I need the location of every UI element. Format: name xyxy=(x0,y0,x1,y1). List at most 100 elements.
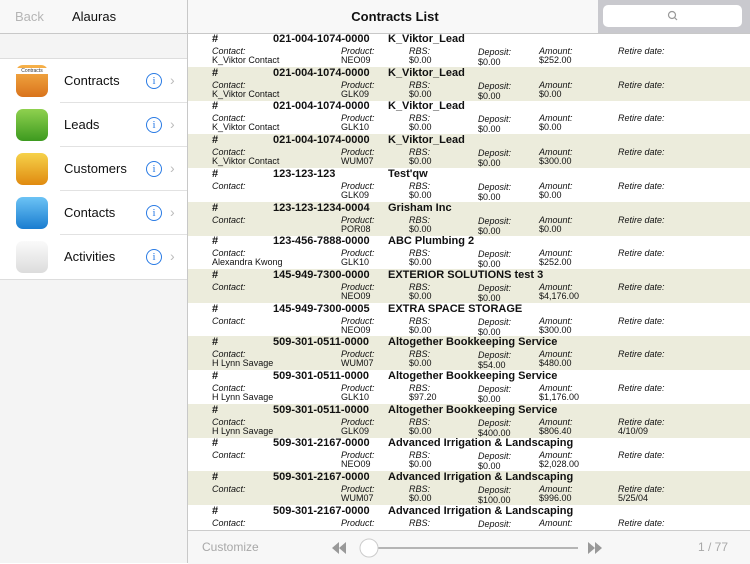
contract-row[interactable]: #509-301-0511-0000 Altogether Bookkeeping… xyxy=(188,370,750,404)
rbs-label: RBS: xyxy=(409,46,431,56)
menu-icon xyxy=(16,109,48,141)
product-value: GLK09 xyxy=(341,189,370,200)
contact-label: Contact: xyxy=(212,450,246,461)
rbs-value: $0.00 xyxy=(409,425,432,436)
info-button[interactable]: i xyxy=(146,117,162,133)
deposit-value: $0.00 xyxy=(478,292,501,303)
menu-item[interactable]: Contacts i › xyxy=(0,191,187,235)
retire-label: Retire date: xyxy=(618,248,665,259)
contract-name: ABC Plumbing 2 xyxy=(388,235,475,248)
rbs-value: $97.20 xyxy=(409,392,437,402)
contract-row[interactable]: #509-301-2167-0000 Advanced Irrigation & … xyxy=(188,505,750,530)
info-button[interactable]: i xyxy=(146,205,162,221)
menu-item[interactable]: Activities i › xyxy=(0,235,187,279)
menu-icon xyxy=(16,197,48,229)
contact-label: Contact: xyxy=(212,315,246,326)
product-value: GLK09 xyxy=(341,88,370,99)
search-field[interactable] xyxy=(603,5,742,27)
product-value: GLK10 xyxy=(341,122,370,133)
contract-row[interactable]: #021-004-1074-0000 K_Viktor_Lead Contact: P… xyxy=(188,134,750,169)
product-label: Product: xyxy=(341,214,375,225)
amount-label: Amount: xyxy=(539,416,573,427)
hash-label: # xyxy=(212,235,219,248)
retire-label: Retire date: xyxy=(618,383,665,393)
retire-label: Retire date: xyxy=(618,281,665,292)
product-value: NEO09 xyxy=(341,459,371,470)
retire-value: 4/10/09 xyxy=(618,425,649,436)
contact-label: Contact: xyxy=(212,484,246,495)
product-value: WUM07 xyxy=(341,358,374,369)
contract-name: K_Viktor_Lead xyxy=(388,66,465,79)
menu-item[interactable]: Customers i › xyxy=(0,147,187,191)
retire-label: Retire date: xyxy=(618,180,665,191)
product-value: WUM07 xyxy=(341,156,374,167)
contact-label: Contact: xyxy=(212,214,246,225)
amount-label: Amount: xyxy=(539,315,573,326)
contract-row[interactable]: #123-123-1234-0004 Grisham Inc Contact: Pro… xyxy=(188,201,750,236)
amount-value: $0.00 xyxy=(539,88,562,99)
amount-label: Amount: xyxy=(539,79,573,90)
deposit-value: $0.00 xyxy=(478,225,501,236)
amount-label: Amount: xyxy=(539,383,573,393)
contract-row[interactable]: #509-301-0511-0000 Altogether Bookkeeping… xyxy=(188,336,750,371)
contract-row[interactable]: #021-004-1074-0000 K_Viktor_Lead Contact: P… xyxy=(188,33,750,67)
amount-label: Amount: xyxy=(539,248,573,259)
search-icon xyxy=(667,10,678,21)
menu-item[interactable]: Contracts Contracts i › xyxy=(0,59,187,103)
amount-value: $300.00 xyxy=(539,156,572,167)
contact-label: Contact: xyxy=(212,147,246,158)
deposit-value: $0.00 xyxy=(478,326,501,337)
deposit-label: Deposit: xyxy=(478,148,512,159)
amount-value: $2,028.00 xyxy=(539,459,580,470)
hash-label: # xyxy=(212,437,219,450)
contract-name: K_Viktor_Lead xyxy=(388,33,465,45)
amount-value: $300.00 xyxy=(539,324,572,335)
contract-name: Altogether Bookkeeping Service xyxy=(388,403,558,416)
contract-row[interactable]: #021-004-1074-0000 K_Viktor_Lead Contact: P… xyxy=(188,100,750,134)
rbs-value: $0.00 xyxy=(409,324,432,335)
customize-button[interactable]: Customize xyxy=(202,540,259,554)
contact-label: Contact: xyxy=(212,517,246,528)
contract-row[interactable]: #509-301-0511-0000 Altogether Bookkeeping… xyxy=(188,403,750,438)
product-label: Product: xyxy=(341,79,375,90)
contract-name: EXTRA SPACE STORAGE xyxy=(388,302,523,315)
hash-label: # xyxy=(212,302,219,315)
contract-row[interactable]: #509-301-2167-0000 Advanced Irrigation & … xyxy=(188,437,750,471)
amount-value: $480.00 xyxy=(539,358,572,369)
info-button[interactable]: i xyxy=(146,73,162,89)
page-slider[interactable] xyxy=(328,537,618,559)
menu-item[interactable]: Leads i › xyxy=(0,103,187,147)
hash-label: # xyxy=(212,201,219,214)
rbs-label: RBS: xyxy=(409,517,431,528)
contract-name: Advanced Irrigation & Landscaping xyxy=(388,504,574,517)
contract-row[interactable]: #145-949-7300-0000 EXTERIOR SOLUTIONS tes… xyxy=(188,268,750,303)
amount-label: Amount: xyxy=(539,349,573,360)
contract-row[interactable]: #021-004-1074-0000 K_Viktor_Lead Contact: P… xyxy=(188,66,750,101)
info-button[interactable]: i xyxy=(146,161,162,177)
deposit-label: Deposit: xyxy=(478,181,512,192)
product-label: Product: xyxy=(341,416,375,427)
retire-label: Retire date: xyxy=(618,517,665,528)
retire-label: Retire date: xyxy=(618,484,665,495)
info-button[interactable]: i xyxy=(146,249,162,265)
rbs-label: RBS: xyxy=(409,113,431,124)
hash-label: # xyxy=(212,336,219,349)
amount-value: $252.00 xyxy=(539,257,572,268)
deposit-label: Deposit: xyxy=(478,249,512,260)
amount-value: $806.40 xyxy=(539,425,572,436)
contract-name: K_Viktor_Lead xyxy=(388,134,465,147)
contact-value: K_Viktor Contact xyxy=(212,156,280,167)
contract-row[interactable]: #123-456-7888-0000 ABC Plumbing 2 Contact:… xyxy=(188,235,750,269)
contact-value: K_Viktor Contact xyxy=(212,55,280,65)
contact-value: H Lynn Savage xyxy=(212,358,274,369)
back-button[interactable]: Back xyxy=(15,9,44,24)
rbs-value: $0.00 xyxy=(409,493,432,504)
contract-row[interactable]: #145-949-7300-0005 EXTRA SPACE STORAGE Con… xyxy=(188,303,750,337)
rbs-value: $0.00 xyxy=(409,156,432,167)
contract-row[interactable]: #123-123-123 Test'qw Contact: Product: RBS: D… xyxy=(188,168,750,202)
product-value: NEO09 xyxy=(341,290,371,301)
amount-label: Amount: xyxy=(539,147,573,158)
product-label: Product: xyxy=(341,46,375,56)
contract-row[interactable]: #509-301-2167-0000 Advanced Irrigation & … xyxy=(188,471,750,506)
